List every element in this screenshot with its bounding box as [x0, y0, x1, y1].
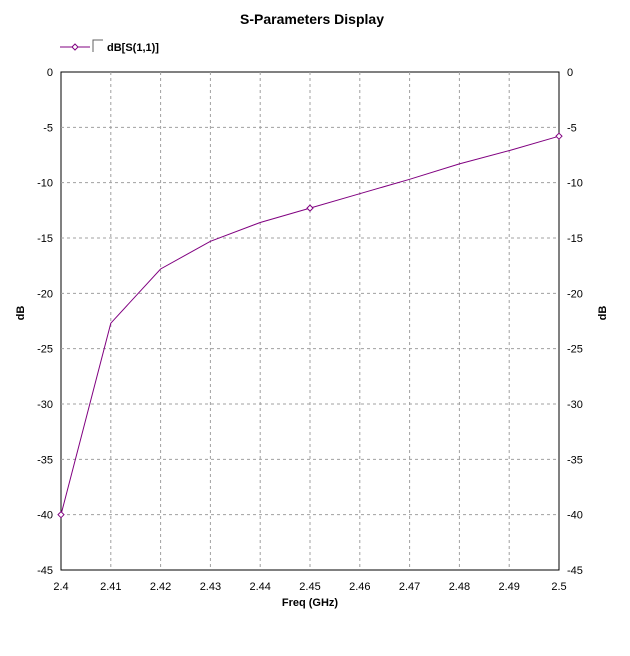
legend: dB[S(1,1)] [60, 39, 159, 54]
data-point-marker [306, 204, 314, 212]
legend-label: dB[S(1,1)] [107, 42, 159, 54]
x-axis-label: Freq (GHz) [282, 597, 339, 609]
y-axis-label-left: dB [15, 306, 27, 321]
y-tick-label-right: -5 [567, 122, 577, 134]
y-tick-label-left: -40 [37, 510, 53, 522]
x-tick-label: 2.5 [551, 581, 566, 593]
legend-marker-swatch [71, 43, 79, 51]
x-tick-label: 2.4 [53, 581, 68, 593]
y-tick-label-left: -45 [37, 565, 53, 577]
chart-title: S-Parameters Display [240, 11, 384, 27]
x-tick-label: 2.41 [100, 581, 121, 593]
x-tick-label: 2.45 [299, 581, 320, 593]
x-tick-label: 2.44 [249, 581, 270, 593]
y-tick-label-right: -15 [567, 233, 583, 245]
series-layer [57, 132, 563, 519]
y-tick-label-left: -10 [37, 178, 53, 190]
y-tick-label-right: -20 [567, 288, 583, 300]
y-tick-label-right: -35 [567, 454, 583, 466]
x-tick-label: 2.48 [449, 581, 470, 593]
data-point-marker [555, 132, 563, 140]
y-tick-label-right: -10 [567, 178, 583, 190]
y-tick-label-right: -30 [567, 399, 583, 411]
y-tick-label-right: 0 [567, 67, 573, 79]
y-tick-label-left: -25 [37, 344, 53, 356]
grid-layer [61, 72, 559, 570]
data-point-marker [57, 510, 65, 519]
x-tick-label: 2.42 [150, 581, 171, 593]
y-tick-label-right: -25 [567, 344, 583, 356]
y-tick-label-left: -35 [37, 454, 53, 466]
y-axis-left: 0 -5 -10 -15 -20 -25 -30 -35 -40 -45 [37, 67, 53, 577]
y-tick-label-left: -30 [37, 399, 53, 411]
y-tick-label-left: -5 [43, 122, 53, 134]
y-tick-label-left: -20 [37, 288, 53, 300]
x-tick-label: 2.49 [498, 581, 519, 593]
y-tick-label-right: -45 [567, 565, 583, 577]
y-axis-right: 0 -5 -10 -15 -20 -25 -30 -35 -40 -45 [567, 67, 583, 577]
y-tick-label-left: 0 [47, 67, 53, 79]
y-tick-label-right: -40 [567, 510, 583, 522]
x-tick-label: 2.47 [399, 581, 420, 593]
y-axis-label-right: dB [597, 306, 609, 321]
x-tick-label: 2.46 [349, 581, 370, 593]
x-tick-label: 2.43 [200, 581, 221, 593]
legend-bracket-icon [92, 39, 103, 52]
y-tick-label-left: -15 [37, 233, 53, 245]
x-axis: 2.4 2.41 2.42 2.43 2.44 2.45 2.46 2.47 2.48 2.49 2… [53, 581, 566, 593]
